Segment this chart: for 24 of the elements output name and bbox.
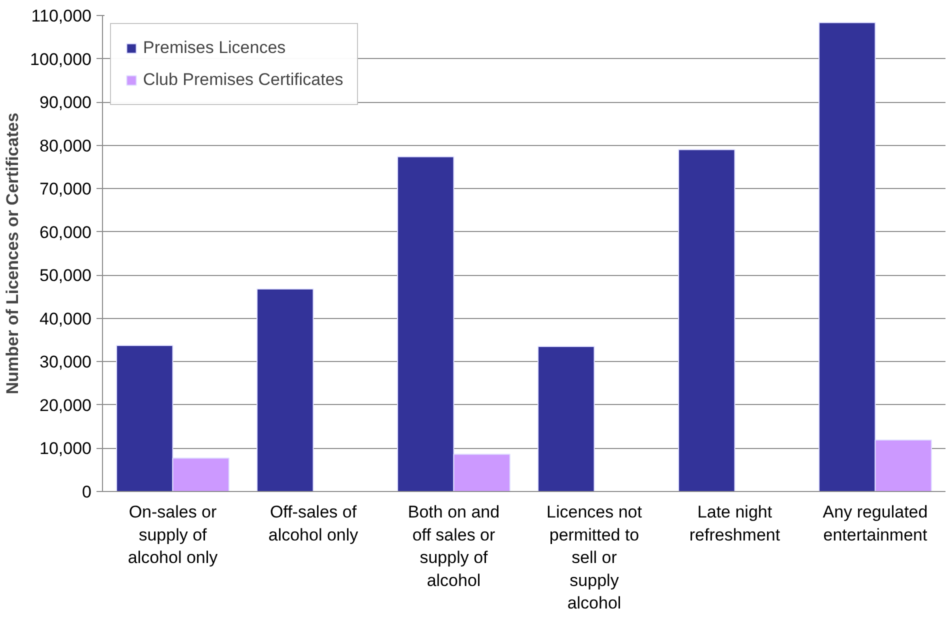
legend-label: Premises Licences: [143, 38, 286, 58]
x-tick-label: Licences not permitted to sell or supply alcohol: [546, 502, 642, 613]
bar: [256, 288, 314, 492]
y-tick-label: 80,000: [40, 136, 92, 156]
x-tick-label: Both on and off sales or supply of alcohol: [408, 502, 500, 590]
y-tick-label: 0: [82, 482, 92, 502]
y-tick-label: 70,000: [40, 180, 92, 199]
x-tick-label: Any regulated entertainment: [822, 502, 928, 544]
y-tick-label: 20,000: [40, 396, 92, 415]
bar: [538, 346, 595, 492]
x-tick-label: Late night refreshment: [689, 502, 780, 544]
y-tick-label: 60,000: [40, 222, 92, 242]
y-tick-label: 30,000: [40, 352, 92, 372]
y-tick-label: 50,000: [40, 266, 92, 286]
bar: [678, 149, 736, 492]
y-tick-label: 100,000: [30, 50, 92, 69]
legend-label: Club Premises Certificates: [143, 70, 344, 90]
x-tick-label: Off-sales of alcohol only: [268, 502, 359, 544]
y-tick-label: 10,000: [40, 439, 92, 458]
y-axis-title: Number of Licences or Certificates: [3, 112, 22, 394]
y-tick-label: 40,000: [40, 309, 92, 328]
y-tick-label: 90,000: [40, 93, 92, 112]
x-tick-label: On-sales or supply of alcohol only: [128, 502, 218, 568]
y-tick-label: 110,000: [31, 6, 92, 26]
